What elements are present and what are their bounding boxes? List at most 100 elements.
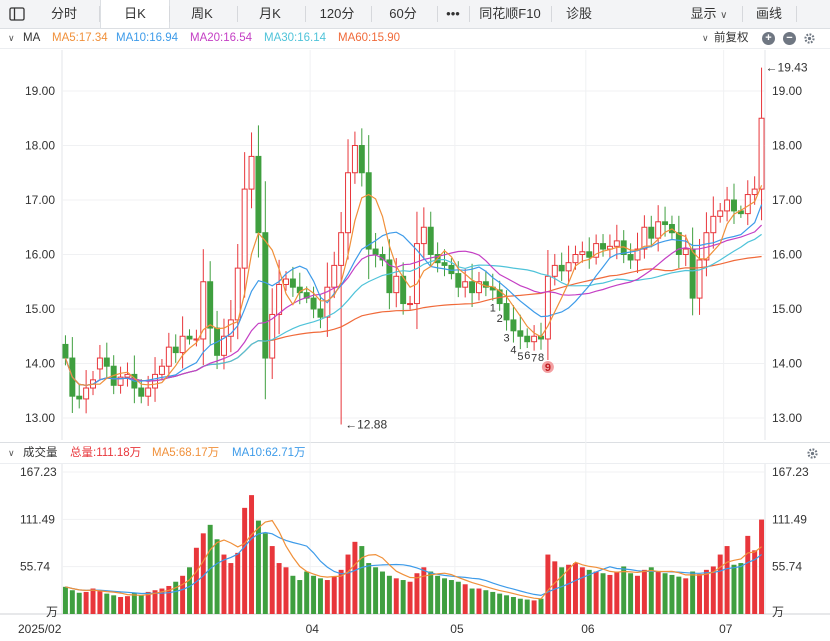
volume-bar [290,575,296,614]
candle-body [572,254,579,264]
draw-line-button[interactable]: 画线 [746,0,792,28]
candle-body [600,243,607,250]
candle-body [351,145,358,174]
price-tick-right: 19.00 [772,84,802,98]
count-label: 4 [510,345,516,357]
volume-bar [324,580,330,614]
volume-bar [731,564,737,614]
volume-bar [545,554,551,614]
tab-1[interactable]: 日K [100,0,170,28]
ma10-line [64,204,763,386]
volume-bar [386,575,392,614]
candle-body [758,117,765,190]
volume-bar [435,575,441,614]
candle-body [193,338,200,341]
tab-3[interactable]: 月K [259,6,281,21]
volume-bar [255,520,261,614]
volume-bar [586,569,592,614]
volume-collapse-icon[interactable]: ∨ [8,448,15,458]
volume-bar [517,598,523,614]
tab-2[interactable]: 周K [191,6,213,21]
price-tick-right: 18.00 [772,139,802,153]
date-label: 04 [306,622,320,636]
collapse-icon[interactable]: ∨ [8,33,15,43]
volume-tick-left: 167.23 [20,465,57,479]
volume-bar [83,591,89,614]
volume-bar [566,564,572,614]
adjust-mode-selector[interactable]: 前复权 [714,32,749,44]
count-label: 7 [531,353,537,365]
tab-8[interactable]: 诊股 [565,6,592,21]
candle-body [413,243,420,305]
candle-body [124,373,131,378]
volume-bar [690,571,696,614]
volume-bar [97,591,103,614]
volume-legend: ∨ 成交量 总量:111.18万 MA5:68.17万 MA10:62.71万 [0,442,830,464]
candle-body [441,262,448,266]
candle-body [662,221,669,226]
candle-body [145,387,152,397]
candle-body [475,281,482,294]
tab-6[interactable]: ••• [446,6,460,21]
count-label: 1 [490,303,496,315]
candle-body [303,292,310,299]
volume-bar [455,581,461,614]
remove-indicator-icon[interactable]: − [783,32,796,45]
volume-bar [200,533,206,614]
volume-bar [414,573,420,614]
tab-7[interactable]: 同花顺F10 [479,6,541,21]
candle-body [696,259,703,299]
candle-body [641,226,648,250]
volume-bar [607,574,613,614]
volume-bar [242,507,248,614]
volume-bar [579,567,585,614]
candle-body [262,232,269,359]
candle-body [96,357,103,370]
price-tick-left: 17.00 [25,193,55,207]
ma5-line [64,185,763,386]
tab-0[interactable]: 分时 [50,6,77,21]
count-label: 6 [524,350,530,362]
price-tick-right: 17.00 [772,193,802,207]
candle-body [586,251,593,258]
volume-bar [373,567,379,614]
candle-body [172,346,179,354]
ma10-value: MA10:16.94 [116,32,179,44]
candle-body [158,365,165,375]
settings-gear-icon[interactable] [803,32,816,45]
display-menu[interactable]: 显示 ∨ [680,0,738,28]
volume-bar [476,588,482,614]
date-label: 2025/02 [18,622,62,636]
candle-body [255,155,262,234]
candle-body [372,248,379,256]
volume-bar [249,495,255,614]
price-tick-left: 15.00 [25,302,55,316]
volume-total: 总量:111.18万 [70,447,142,459]
volume-bar [538,598,544,614]
price-tick-left: 14.00 [25,357,55,371]
volume-bar [400,580,406,614]
volume-settings-gear-icon[interactable] [806,447,819,460]
tab-4[interactable]: 120分 [319,6,355,21]
volume-bar [407,581,413,614]
ma-legend: ∨ MA MA5:17.34 MA10:16.94 MA20:16.54 MA3… [0,28,830,49]
candle-body [76,395,83,400]
candle-body [462,281,469,288]
candle-body [558,264,565,272]
volume-bar [572,563,578,614]
candle-body [241,188,248,269]
candle-body [565,262,572,272]
tab-5[interactable]: 60分 [389,6,417,21]
candle-body [751,188,758,196]
add-indicator-icon[interactable]: + [762,32,775,45]
volume-bar [442,578,447,614]
candle-body [289,278,296,288]
sidebar-toggle-icon[interactable] [9,6,25,22]
candle-body [179,335,186,354]
volume-bar [524,599,530,614]
volume-bar [621,566,627,614]
volume-bar [159,588,165,614]
volume-bar [421,567,427,614]
